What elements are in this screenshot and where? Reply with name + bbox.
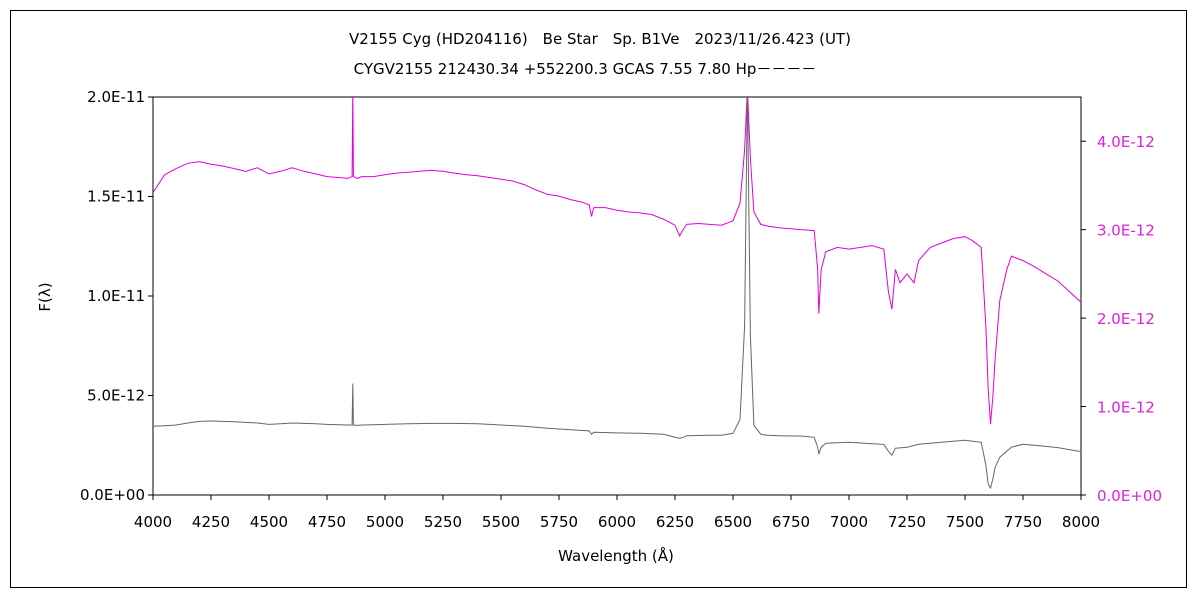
y-tick-label: 2.0E-11 xyxy=(87,88,145,106)
series-line-gray xyxy=(153,97,1081,490)
y2-tick-label: 2.0E-12 xyxy=(1097,310,1155,328)
y2-tick-label: 1.0E-12 xyxy=(1097,399,1155,417)
x-tick-label: 5250 xyxy=(424,513,462,531)
y-tick-label: 0.0E+00 xyxy=(80,486,145,504)
y-tick-label: 5.0E-12 xyxy=(87,387,145,405)
x-tick-label: 5500 xyxy=(482,513,520,531)
x-tick-label: 4750 xyxy=(308,513,346,531)
x-tick-label: 5750 xyxy=(540,513,578,531)
x-tick-label: 4500 xyxy=(250,513,288,531)
x-tick-label: 7500 xyxy=(946,513,984,531)
y2-tick-label: 3.0E-12 xyxy=(1097,222,1155,240)
x-tick-label: 7750 xyxy=(1004,513,1042,531)
chart-subtitle: CYGV2155 212430.34 +552200.3 GCAS 7.55 7… xyxy=(354,60,817,78)
x-tick-label: 6500 xyxy=(714,513,752,531)
y-axis-label: F(λ) xyxy=(36,282,54,311)
x-tick-label: 4000 xyxy=(134,513,172,531)
x-tick-label: 6250 xyxy=(656,513,694,531)
y2-tick-label: 4.0E-12 xyxy=(1097,133,1155,151)
chart-frame xyxy=(10,10,1187,588)
plot-area-border xyxy=(152,96,1082,496)
series-line-magenta xyxy=(153,97,1081,425)
x-tick-label: 5000 xyxy=(366,513,404,531)
y-tick-label: 1.5E-11 xyxy=(87,188,145,206)
x-tick-label: 4250 xyxy=(192,513,230,531)
x-axis-label: Wavelength (Å) xyxy=(558,546,674,565)
chart-title: V2155 Cyg (HD204116) Be Star Sp. B1Ve 20… xyxy=(349,30,851,48)
x-tick-label: 8000 xyxy=(1062,513,1100,531)
x-tick-label: 7250 xyxy=(888,513,926,531)
y-tick-label: 1.0E-11 xyxy=(87,287,145,305)
x-tick-label: 7000 xyxy=(830,513,868,531)
x-tick-label: 6750 xyxy=(772,513,810,531)
y2-tick-label: 0.0E+00 xyxy=(1097,487,1162,505)
x-tick-label: 6000 xyxy=(598,513,636,531)
